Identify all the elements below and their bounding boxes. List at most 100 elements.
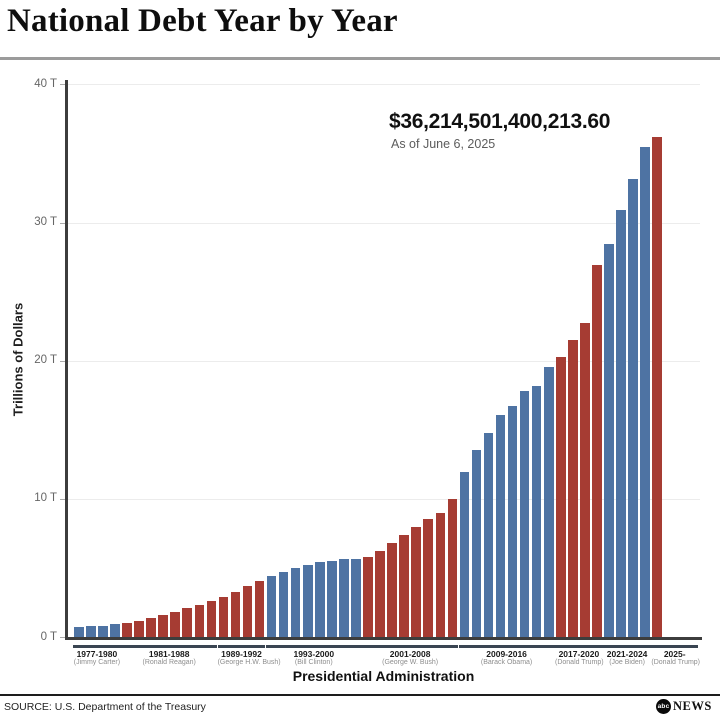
- bar-2000: [351, 558, 361, 637]
- bar-1977: [74, 627, 84, 637]
- abc-news-logo: abc NEWS: [656, 699, 712, 714]
- group-underline-2021-2024: [603, 645, 651, 648]
- group-range-label: 1981-1988: [148, 649, 190, 659]
- bar-1981: [122, 623, 132, 637]
- bar-1980: [110, 624, 120, 637]
- bar-1996: [302, 564, 313, 637]
- bar-2014: [519, 390, 530, 637]
- bar-2009: [459, 472, 470, 637]
- debt-total-annotation: $36,214,501,400,213.60: [389, 110, 611, 133]
- y-tick-mark: [60, 498, 66, 500]
- bar-1999: [339, 558, 349, 637]
- gridline-40T: [67, 84, 700, 86]
- y-tick-label: 20 T: [34, 354, 57, 367]
- group-underline-1993-2000: [265, 645, 362, 648]
- abc-logo-circle-icon: abc: [656, 699, 671, 714]
- gridline-10T: [67, 498, 700, 500]
- news-wordmark: NEWS: [673, 699, 712, 713]
- y-tick-mark: [60, 637, 66, 638]
- bar-2004: [399, 535, 409, 637]
- gridline-30T: [67, 222, 700, 224]
- x-axis-title: Presidential Administration: [292, 668, 475, 684]
- bar-1992: [254, 580, 265, 637]
- group-underline-1981-1988: [121, 645, 218, 648]
- y-tick-label: 30 T: [34, 216, 57, 229]
- bar-1983: [146, 617, 156, 637]
- bar-2012: [495, 414, 506, 637]
- bar-1986: [182, 607, 193, 637]
- bar-1993: [266, 576, 277, 637]
- x-axis-line: [65, 637, 702, 640]
- bar-2007: [435, 512, 446, 637]
- group-underline-2001-2008: [362, 645, 459, 648]
- bar-2013: [507, 405, 518, 637]
- bar-1989: [218, 597, 229, 637]
- group-range-label: 1977-1980: [76, 649, 118, 659]
- group-president-label: (Joe Biden): [609, 659, 645, 666]
- group-range-label: 2017-2020: [558, 649, 600, 659]
- y-tick-mark: [60, 360, 66, 362]
- bar-1982: [134, 621, 144, 637]
- group-president-label: (Donald Trump): [555, 659, 604, 666]
- y-tick-label: 0 T: [40, 630, 57, 643]
- bar-2015: [531, 386, 542, 637]
- group-range-label: 1989-1992: [221, 649, 262, 659]
- y-tick-label: 40 T: [34, 77, 57, 90]
- bar-2023: [628, 178, 638, 637]
- group-president-label: (Barack Obama): [480, 659, 533, 666]
- group-range-label: 2025-: [663, 649, 686, 659]
- bar-1998: [327, 560, 337, 637]
- group-president-label: (Ronald Reagan): [142, 659, 196, 666]
- bar-1984: [158, 615, 168, 637]
- y-axis-line: [65, 80, 68, 639]
- bar-1987: [194, 604, 205, 637]
- bar-2017: [556, 357, 566, 637]
- bar-2010: [471, 449, 482, 637]
- bar-1978: [86, 626, 96, 637]
- bar-2019: [580, 323, 590, 637]
- group-underline-1977-1980: [73, 645, 121, 648]
- bar-1991: [242, 586, 253, 637]
- bar-2016: [543, 366, 554, 637]
- bar-1994: [278, 572, 289, 637]
- gridline-20T: [67, 360, 700, 362]
- group-president-label: (Bill Clinton): [294, 659, 333, 666]
- group-president-label: (Donald Trump): [651, 659, 701, 666]
- bar-2005: [411, 527, 421, 637]
- bar-1988: [206, 601, 217, 637]
- debt-asof-date: As of June 6, 2025: [391, 137, 496, 151]
- bar-2025: [652, 136, 662, 637]
- group-president-label: (George H.W. Bush): [217, 659, 281, 666]
- group-underline-1989-1992: [217, 645, 266, 648]
- bar-2024: [640, 147, 650, 637]
- group-president-label: (George W. Bush): [382, 659, 439, 666]
- group-president-label: (Jimmy Carter): [73, 659, 121, 666]
- bar-2003: [387, 543, 397, 637]
- y-tick-label: 10 T: [34, 492, 57, 505]
- bar-1979: [98, 625, 108, 637]
- title-divider: [0, 57, 720, 60]
- bar-1995: [290, 568, 301, 637]
- group-underline-2025-: [651, 645, 698, 648]
- bar-2011: [483, 432, 494, 637]
- source-text: SOURCE: U.S. Department of the Treasury: [4, 701, 206, 713]
- group-range-label: 2021-2024: [606, 649, 648, 659]
- bar-1997: [315, 562, 325, 637]
- bar-2022: [616, 209, 626, 637]
- bar-2002: [375, 550, 385, 637]
- group-range-label: 2009-2016: [486, 649, 527, 659]
- group-underline-2009-2016: [458, 645, 555, 648]
- bar-2018: [568, 339, 578, 637]
- y-tick-mark: [60, 222, 66, 224]
- bar-2001: [363, 556, 373, 637]
- bar-2006: [423, 519, 434, 637]
- page-title: National Debt Year by Year: [7, 3, 398, 39]
- bar-2008: [447, 498, 458, 637]
- footer-divider: [0, 694, 720, 696]
- bar-2021: [604, 244, 614, 637]
- bar-1985: [170, 611, 180, 637]
- bar-2020: [592, 264, 602, 637]
- bar-1990: [230, 592, 241, 637]
- group-range-label: 2001-2008: [389, 649, 431, 659]
